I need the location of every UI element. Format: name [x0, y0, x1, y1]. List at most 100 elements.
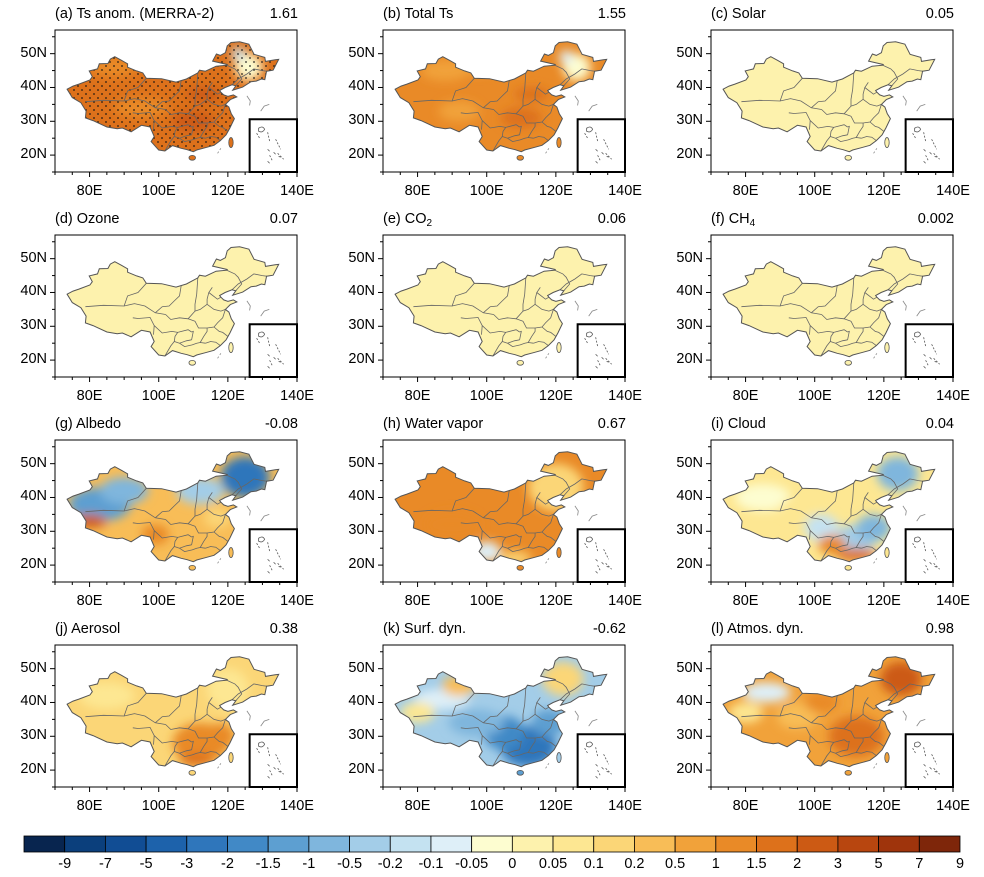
lon-tick-label: 80E — [404, 593, 431, 609]
panel-title: (k) Surf. dyn. — [383, 621, 466, 637]
lon-tick-label: 140E — [280, 593, 314, 609]
south-china-sea-inset — [248, 528, 299, 583]
lon-tick-label: 100E — [797, 183, 832, 199]
anomaly-region — [72, 514, 107, 528]
anomaly-region — [528, 463, 584, 511]
country-outline — [394, 656, 608, 768]
taiwan-island — [884, 137, 890, 148]
map-panels-grid: (a) Ts anom. (MERRA-2) 1.61 20N 30N 40N 50N 80… — [0, 6, 984, 820]
axis-ticks — [706, 651, 954, 792]
lon-tick-label: 120E — [210, 183, 245, 199]
lat-tick-label: 20N — [348, 351, 375, 368]
map-panel-d: (d) Ozone 0.07 20N 30N 40N 50N 80E 100E 120E 140E — [0, 205, 328, 410]
map-panel-k: (k) Surf. dyn. -0.62 20N 30N 40N 50N 80E 100E 12… — [328, 615, 656, 820]
lon-tick-label: 140E — [936, 798, 970, 814]
panel-title: (g) Albedo — [55, 416, 122, 432]
lat-tick-label: 50N — [676, 249, 703, 266]
neighbour-coastlines — [217, 505, 270, 564]
anomaly-region — [220, 456, 270, 498]
colorbar-label: 0.5 — [665, 856, 686, 872]
hainan-island — [516, 770, 524, 776]
colorbar-segment — [878, 835, 920, 853]
lat-tick-label: 20N — [20, 761, 47, 778]
country-outline — [66, 451, 280, 563]
anomaly-region — [728, 702, 763, 723]
lat-tick-label: 30N — [20, 522, 47, 539]
country-outline — [394, 451, 608, 563]
lat-tick-label: 50N — [676, 44, 703, 61]
anomaly-region — [735, 483, 791, 511]
country-outline — [722, 656, 936, 768]
colorbar-segment — [23, 835, 66, 853]
anomaly-region — [804, 514, 839, 542]
lon-tick-label: 140E — [608, 593, 642, 609]
country-outline — [66, 41, 280, 153]
lat-tick-label: 50N — [676, 454, 703, 471]
anomaly-region — [742, 682, 791, 703]
colorbar-label: -1.5 — [255, 856, 281, 872]
map-panel-j: (j) Aerosol 0.38 20N 30N 40N 50N 80E 100E 120E 14… — [0, 615, 328, 820]
axis-ticks — [706, 446, 954, 587]
axis-ticks — [50, 241, 298, 382]
colorbar-label: -0.2 — [377, 856, 403, 872]
lon-tick-label: 120E — [538, 593, 573, 609]
lon-tick-label: 120E — [210, 388, 245, 404]
neighbour-coastlines — [545, 300, 598, 359]
anomaly-region — [99, 477, 149, 505]
hainan-island — [516, 155, 524, 161]
lon-tick-label: 80E — [404, 798, 431, 814]
colorbar-segment — [267, 835, 310, 853]
lon-tick-label: 120E — [538, 798, 573, 814]
map-canvas-j — [50, 644, 299, 792]
anomaly-region — [876, 456, 919, 491]
colorbar-segment — [430, 835, 473, 853]
taiwan-island — [228, 752, 234, 763]
lon-tick-label: 80E — [732, 388, 759, 404]
lon-tick-label: 100E — [141, 183, 176, 199]
lon-tick-label: 80E — [76, 183, 103, 199]
map-panel-i: (i) Cloud 0.04 20N 30N 40N 50N 80E 100E 120E 140E — [656, 410, 984, 615]
panel-value: 0.38 — [269, 621, 298, 637]
anomaly-region — [441, 675, 477, 696]
colorbar-label: -0.1 — [418, 856, 444, 872]
lon-tick-label: 80E — [404, 388, 431, 404]
colorbar-label: -7 — [98, 856, 112, 872]
axis-ticks — [378, 651, 626, 792]
axis-ticks — [378, 446, 626, 587]
anomaly-region — [448, 709, 504, 737]
lat-tick-label: 40N — [20, 283, 47, 300]
lat-tick-label: 30N — [348, 727, 375, 744]
lon-tick-label: 120E — [866, 388, 901, 404]
colorbar-label: 0.05 — [538, 856, 568, 872]
colorbar-label: -2 — [221, 856, 234, 872]
hainan-island — [844, 770, 852, 776]
lon-tick-label: 80E — [76, 388, 103, 404]
taiwan-island — [884, 342, 890, 353]
panel-title: (d) Ozone — [55, 211, 120, 227]
province-borders — [85, 269, 267, 357]
colorbar-label: 9 — [955, 856, 965, 872]
lat-tick-label: 20N — [676, 761, 703, 778]
panel-title: (e) CO2 — [383, 211, 433, 229]
country-outline — [394, 246, 608, 358]
lon-tick-label: 80E — [732, 183, 759, 199]
south-china-sea-inset — [576, 118, 627, 173]
lon-tick-label: 100E — [469, 388, 504, 404]
lat-tick-label: 50N — [348, 249, 375, 266]
neighbour-coastlines — [873, 710, 926, 769]
taiwan-island — [884, 752, 890, 763]
panel-title-subscript: 2 — [426, 218, 433, 229]
colorbar-segment — [145, 835, 188, 853]
lat-tick-label: 40N — [20, 78, 47, 95]
lon-tick-label: 80E — [404, 183, 431, 199]
colorbar-label: 1 — [711, 856, 720, 872]
anomaly-region — [818, 534, 846, 555]
lon-tick-label: 120E — [866, 593, 901, 609]
panel-title: (i) Cloud — [711, 416, 766, 432]
south-china-sea-inset — [248, 118, 299, 173]
axis-ticks — [378, 241, 626, 382]
neighbour-coastlines — [873, 95, 926, 154]
anomaly-region — [400, 702, 435, 723]
lat-tick-label: 20N — [348, 556, 375, 573]
anomaly-region — [141, 524, 170, 545]
